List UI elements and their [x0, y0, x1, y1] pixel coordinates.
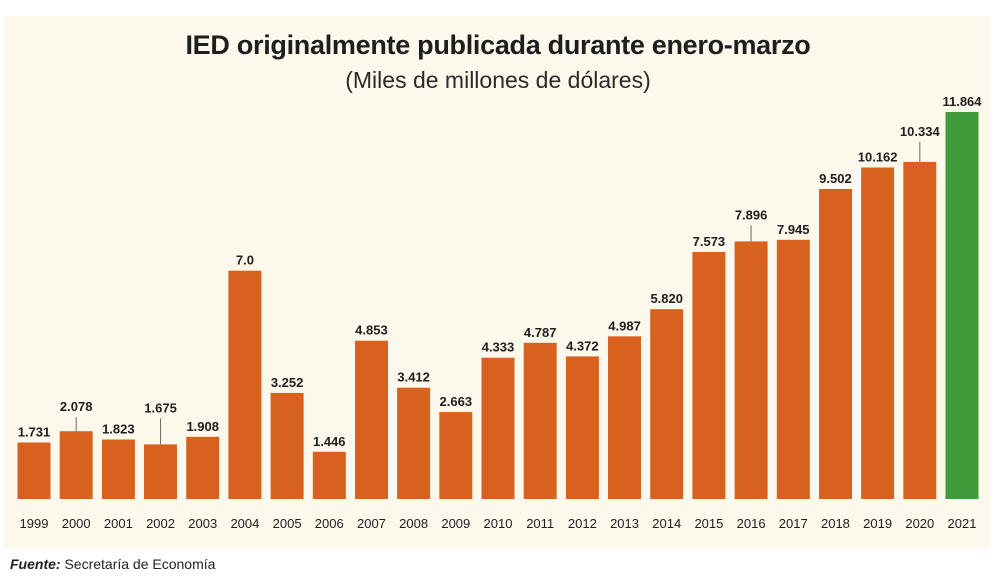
x-tick-label-2007: 2007	[357, 516, 386, 531]
value-label-2008: 3.412	[397, 370, 430, 385]
x-tick-label-2000: 2000	[62, 516, 91, 531]
bar-2001	[101, 439, 135, 499]
x-tick-label-2012: 2012	[568, 516, 597, 531]
value-label-2019: 10.162	[858, 150, 898, 165]
bar-2000	[59, 431, 93, 499]
chart-title: IED originalmente publicada durante ener…	[185, 30, 811, 60]
x-tick-label-2016: 2016	[737, 516, 766, 531]
x-tick-label-2017: 2017	[779, 516, 808, 531]
value-labels-group: 1.731 2.078 1.823 1.675 1.908 7.0 3.252 1.446 4.…	[18, 94, 983, 449]
bar-2015	[692, 252, 726, 499]
bar-2014	[650, 309, 684, 499]
x-tick-label-2001: 2001	[104, 516, 133, 531]
value-label-2006: 1.446	[313, 434, 346, 449]
value-label-2012: 4.372	[566, 338, 599, 353]
x-tick-label-1999: 1999	[20, 516, 49, 531]
x-tick-label-2006: 2006	[315, 516, 344, 531]
x-tick-label-2004: 2004	[230, 516, 259, 531]
bar-2017	[776, 239, 810, 500]
bar-2020	[903, 161, 937, 499]
value-label-2007: 4.853	[355, 323, 388, 338]
bar-2011	[523, 342, 557, 499]
x-tick-label-2020: 2020	[905, 516, 934, 531]
x-tick-label-2014: 2014	[652, 516, 681, 531]
value-label-2001: 1.823	[102, 422, 135, 437]
x-tick-label-2009: 2009	[441, 516, 470, 531]
bar-2010	[481, 357, 515, 499]
value-label-2000: 2.078	[60, 399, 93, 414]
value-label-2017: 7.945	[777, 222, 810, 237]
bar-2016	[734, 241, 768, 499]
bar-2003	[186, 436, 220, 499]
bar-1999	[17, 442, 51, 499]
value-label-2010: 4.333	[482, 340, 515, 355]
x-tick-label-2011: 2011	[526, 516, 554, 531]
value-label-2004: 7.0	[236, 253, 254, 268]
value-label-2014: 5.820	[650, 291, 683, 306]
bar-2004	[228, 270, 262, 499]
x-tick-label-2019: 2019	[863, 516, 892, 531]
bar-2012	[565, 356, 599, 499]
bar-2006	[312, 451, 346, 499]
source-text: Secretaría de Economía	[64, 556, 216, 572]
value-label-2021: 11.864	[942, 94, 982, 109]
value-label-2002: 1.675	[144, 400, 177, 415]
bar-2007	[355, 340, 388, 499]
x-tick-label-2005: 2005	[273, 516, 302, 531]
value-label-2009: 2.663	[440, 394, 473, 409]
x-tick-label-2002: 2002	[146, 516, 175, 531]
value-label-2005: 3.252	[271, 375, 304, 390]
x-tick-label-2013: 2013	[610, 516, 639, 531]
x-tick-label-2015: 2015	[694, 516, 723, 531]
bar-2005	[270, 392, 304, 499]
x-tick-label-2008: 2008	[399, 516, 428, 531]
value-label-1999: 1.731	[18, 425, 51, 440]
bar-2009	[439, 412, 473, 499]
bars-group	[17, 112, 979, 500]
leader-lines-group	[75, 141, 921, 445]
chart-subtitle: (Miles de millones de dólares)	[345, 67, 651, 93]
source-note: Fuente: Secretaría de Economía	[10, 556, 215, 572]
source-label: Fuente:	[10, 556, 61, 572]
value-label-2016: 7.896	[735, 207, 768, 222]
value-label-2018: 9.502	[819, 171, 852, 186]
x-tick-label-2021: 2021	[948, 516, 977, 531]
x-tick-labels-group: 1999 2000 2001 2002 2003 2004 2005 2006 2007 2008…	[20, 516, 977, 531]
value-label-2011: 4.787	[524, 325, 557, 340]
bar-2013	[608, 336, 641, 499]
bar-2019	[861, 167, 895, 499]
bar-2008	[397, 387, 431, 499]
x-tick-label-2018: 2018	[821, 516, 850, 531]
value-label-2013: 4.987	[608, 318, 641, 333]
bar-2018	[819, 189, 852, 499]
x-tick-label-2010: 2010	[484, 516, 513, 531]
value-label-2003: 1.908	[186, 419, 219, 434]
x-tick-label-2003: 2003	[188, 516, 217, 531]
bar-2021	[945, 112, 979, 499]
bar-2002	[144, 444, 177, 499]
value-label-2015: 7.573	[693, 234, 726, 249]
value-label-2020: 10.334	[900, 124, 941, 139]
